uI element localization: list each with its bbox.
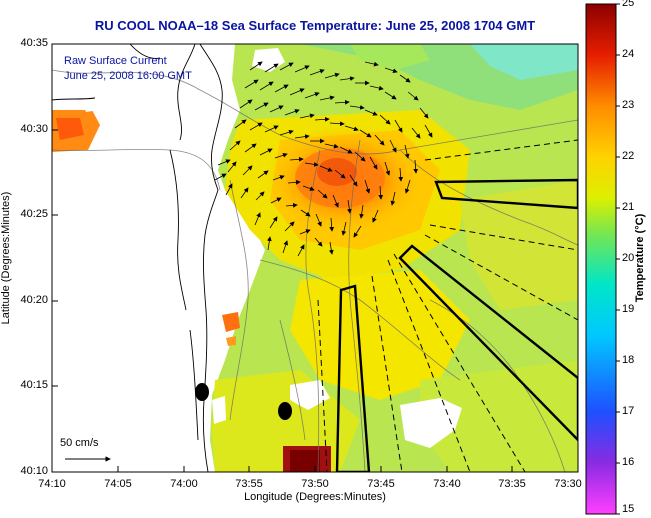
colorbar-tick-label: 16 [622,456,635,468]
colorbar-tick-label: 15 [622,503,635,515]
annotation-current-label: Raw Surface Current [64,55,167,67]
xtick-label: 73:55 [235,478,263,490]
xtick-label: 73:50 [301,478,329,490]
ytick-label: 40:10 [20,465,48,477]
current-vectors [214,61,433,257]
xtick-label: 74:10 [38,478,66,490]
colorbar-tick-label: 25 [622,0,635,9]
xtick-label: 73:40 [433,478,461,490]
xtick-label: 73:35 [498,478,526,490]
ytick-label: 40:20 [20,294,48,306]
colorbar [586,4,616,514]
colorbar-tick-label: 22 [622,150,635,162]
xtick-label: 74:05 [104,478,132,490]
annotation-current-time: June 25, 2008 16:00 GMT [64,70,192,82]
ytick-label: 40:25 [20,208,48,220]
axis-ticks [51,43,579,473]
colorbar-tick-label: 18 [622,354,635,366]
study-polygons [317,139,578,472]
colorbar-ticks [616,3,620,515]
map-title: RU COOL NOAA–18 Sea Surface Temperature:… [94,18,536,33]
colorbar-tick-label: 20 [622,252,635,264]
scale-label: 50 cm/s [60,437,99,449]
x-axis-label: Longitude (Degrees:Minutes) [244,491,386,503]
bathymetry-contours [52,69,578,472]
colorbar-tick-label: 23 [622,99,635,111]
xtick-label: 73:45 [367,478,395,490]
colorbar-label: Temperature (°C) [634,213,646,303]
ytick-label: 40:30 [20,123,48,135]
colorbar-tick-label: 19 [622,303,635,315]
ytick-label: 40:15 [20,379,48,391]
xtick-label: 74:00 [170,478,198,490]
station-marker [278,402,292,420]
station-marker [195,383,209,401]
xtick-label: 73:30 [554,478,582,490]
colorbar-tick-label: 24 [622,48,635,60]
y-axis-label: Latitude (Degrees:Minutes) [0,191,12,325]
colorbar-tick-label: 21 [622,201,635,213]
ytick-label: 40:35 [20,37,48,49]
colorbar-tick-label: 17 [622,405,635,417]
